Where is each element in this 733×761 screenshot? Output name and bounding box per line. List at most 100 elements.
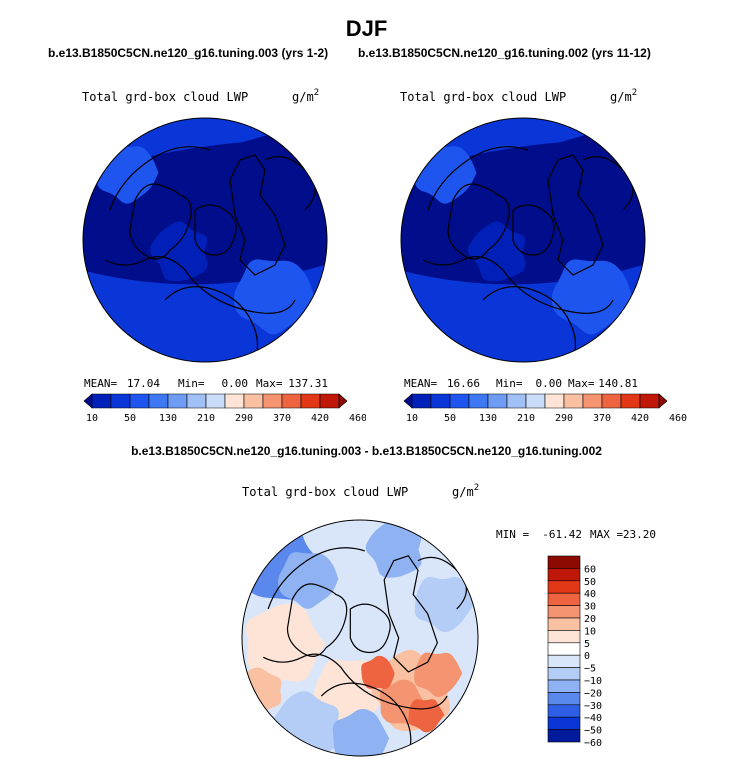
panel-2-colorbar-swatch-12 [620,393,641,409]
panel-2: Total grd-box cloud LWP g/m2 MEAN= 16.66… [400,88,687,424]
panel-1-colorbar-swatch-4 [148,393,169,409]
panel-3-colorbar-swatch-1 [547,568,581,582]
panel-2-map [400,117,646,363]
panel-1-units: g/m2 [292,88,319,104]
panel-3-colorbar-tick-label-6: 5 [584,639,590,650]
panel-2-coastline-4 [482,286,577,362]
panel-3-colorbar-swatch-6 [547,630,581,644]
panel-1-colorbar-swatch-0 [83,393,93,409]
panel-2-coastline-2 [547,154,604,276]
panel-3-units: g/m2 [452,483,479,499]
panel-3-coastline-6 [267,547,366,610]
panel-3-coastline-4 [320,682,412,756]
panel-3-variable: Total grd-box cloud LWP [242,485,408,499]
panel-1-colorbar-swatch-5 [167,393,188,409]
panel-3-coastline-2 [383,555,439,673]
panel-1-colorbar-tick-label-1: 50 [124,413,136,424]
panel-3-colorbar-swatch-2 [547,580,581,594]
panel-1-colorbar-swatch-9 [243,393,264,409]
panel-1-coastline-0 [129,183,192,260]
panel-3-colorbar-tick-label-2: 40 [584,589,596,600]
panel-1-lwp-patch-3 [149,221,208,282]
panel-2-colorbar-tick-label-5: 370 [593,413,611,424]
panel-1-colorbar-swatch-7 [205,393,226,409]
panel-2-colorbar-swatch-2 [430,393,451,409]
panel-1-colorbar: 10 50 130 210 290 370 420 460 [83,393,366,424]
panel-1-colorbar-swatch-2 [110,393,131,409]
panel-2-colorbar-tick-label-0: 10 [406,413,418,424]
panel-1-colorbar-swatch-10 [262,393,283,409]
panel-1-colorbar-tick-label-3: 210 [197,413,215,424]
panel-2-lwp-patch-1 [551,259,632,335]
panel-3-colorbar-tick-label-12: −40 [584,713,602,724]
panel-2-colorbar-swatch-11 [601,393,622,409]
panel-2-colorbar-swatch-9 [563,393,584,409]
panel-2-min-label: Min= [496,377,523,390]
panel-3-colorbar-swatch-10 [547,679,581,693]
panel-1: Total grd-box cloud LWP g/m2 MEAN= 17.04… [82,88,366,424]
panel-1-min-label: Min= [178,377,205,390]
panel-3-diff-patch-2 [365,520,422,578]
panel-1-map [82,117,328,363]
panel-3-colorbar-swatch-7 [547,642,581,656]
panel-2-coastline-1 [512,204,555,256]
panel-3-colorbar-tick-label-3: 30 [584,602,596,613]
panel-3-diff-patch-13 [408,699,445,733]
panel-1-colorbar-tick-label-2: 130 [159,413,177,424]
panel-3-colorbar-tick-label-7: 0 [584,651,590,662]
panel-3-diff-patch-3 [245,603,326,682]
panel-3-colorbar-tick-label-1: 50 [584,577,596,588]
panel-2-colorbar-tick-label-4: 290 [555,413,573,424]
panel-2-colorbar-swatch-8 [544,393,565,409]
panel-3-colorbar-swatch-11 [547,692,581,706]
panel-3-coastline-1 [349,603,391,654]
panel-2-coastline-3 [422,256,614,314]
panel-1-coastline-1 [194,204,237,256]
panel-3-max-label: MAX = [590,528,623,541]
panel-3-colorbar-tick-label-13: −50 [584,726,602,737]
panel-1-map-border [82,117,328,363]
panel-3-min-value: -61.42 [542,528,582,541]
panel-2-min-value: 0.00 [536,377,563,390]
panel-3-diff-patch-12 [361,655,395,689]
panel-2-mean-value: 16.66 [447,377,480,390]
panel-3-coastline-3 [263,653,448,710]
panel-1-colorbar-swatch-13 [319,393,340,409]
panel-2-variable: Total grd-box cloud LWP [400,90,566,104]
panel-2-colorbar: 10 50 130 210 290 370 420 460 [403,393,687,424]
panel-1-colorbar-swatch-14 [338,393,348,409]
panel-1-lwp-patch-1 [233,259,314,335]
panel-1-max-value: 137.31 [288,377,328,390]
panel-2-lwp-patch-3 [467,221,526,282]
panel-2-coastline-0 [447,183,510,260]
panel-3-colorbar-swatch-0 [547,555,581,569]
panel-1-colorbar-swatch-3 [129,393,150,409]
panel-1-max-label: Max= [256,377,283,390]
panel-1-colorbar-tick-label-6: 420 [311,413,329,424]
panel-1-colorbar-swatch-1 [91,393,112,409]
difference-title: b.e13.B1850C5CN.ne120_g16.tuning.003 - b… [131,444,602,458]
panel-2-colorbar-swatch-7 [525,393,546,409]
panel-1-colorbar-tick-label-0: 10 [86,413,98,424]
panel-1-colorbar-swatch-12 [300,393,321,409]
panel-2-mean-label: MEAN= [404,377,437,390]
panel-1-colorbar-swatch-8 [224,393,245,409]
panel-2-colorbar-swatch-13 [639,393,660,409]
panel-3-coastline-0 [286,583,348,657]
panel-2-map-border [400,117,646,363]
page-title: DJF [345,16,388,41]
panel-3-colorbar-tick-label-11: −30 [584,701,602,712]
panel-3-colorbar-tick-label-14: −60 [584,738,602,749]
panel-1-coastline-4 [164,286,259,362]
panel-3-colorbar-swatch-5 [547,617,581,631]
panel-2-colorbar-tick-label-2: 130 [479,413,497,424]
panel-3-max-value: 23.20 [623,528,656,541]
right-case-title: b.e13.B1850C5CN.ne120_g16.tuning.002 (yr… [358,46,651,60]
panel-3-diff-patch-7 [414,652,463,698]
panel-3: Total grd-box cloud LWP g/m2 MIN = -61.4… [241,483,656,757]
panel-2-colorbar-swatch-3 [449,393,470,409]
panel-1-coastline-2 [229,154,286,276]
panel-3-colorbar-swatch-4 [547,605,581,619]
panel-3-diff-patch-1 [278,552,339,609]
